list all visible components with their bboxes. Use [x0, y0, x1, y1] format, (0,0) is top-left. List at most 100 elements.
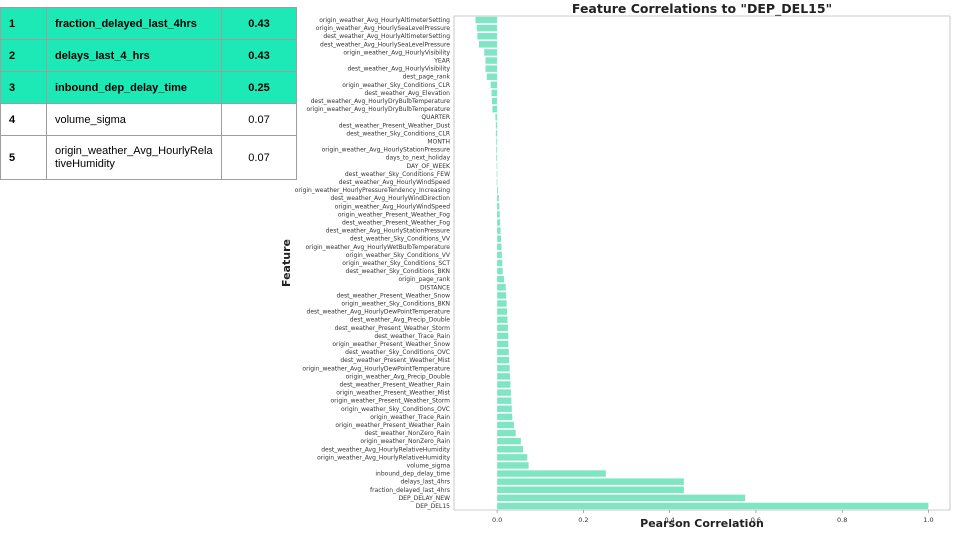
category-label: DAY_OF_WEEK: [407, 163, 452, 170]
bar-dest_weather_Present_Weather_Rain: [497, 381, 511, 388]
category-label: DEP_DEL15: [416, 503, 451, 510]
category-label: dest_weather_Present_Weather_Dust: [339, 122, 451, 129]
bar-volume_sigma: [497, 462, 529, 469]
bar-dest_weather_Avg_HourlyDryBulbTemperature: [491, 97, 498, 105]
bar-origin_weather_Present_Weather_Snow: [497, 340, 509, 348]
rank-cell: 5: [0, 135, 47, 180]
bar-DISTANCE: [497, 284, 506, 291]
bar-dest_weather_Avg_HourlyWindSpeed: [496, 178, 498, 186]
category-label: origin_weather_Present_Weather_Fog: [338, 211, 450, 218]
category-label: origin_weather_Present_Weather_Mist: [336, 390, 450, 397]
correlation-chart: Feature Correlations to "DEP_DEL15"origi…: [280, 1, 951, 530]
category-label: origin_weather_Avg_Precip_Double: [346, 373, 451, 380]
feature-cell: inbound_dep_delay_time: [46, 71, 222, 104]
bar-origin_weather_Sky_Conditions_BKN: [497, 300, 507, 307]
category-label: dest_weather_Trace_Rain: [374, 333, 450, 340]
x-tick-label: 0.8: [837, 516, 847, 524]
category-label: origin_weather_Avg_HourlyStationPressure: [322, 147, 451, 154]
bar-origin_weather_Avg_HourlyRelativeHumidity: [497, 454, 528, 461]
bar-origin_weather_Avg_HourlyWetBulbTemperature: [497, 243, 502, 251]
category-label: days_to_next_holiday: [386, 155, 451, 162]
category-label: dest_weather_Present_Weather_Snow: [336, 292, 450, 299]
bar-origin_weather_Present_Weather_Rain: [497, 421, 514, 429]
category-label: origin_weather_Present_Weather_Rain: [335, 422, 450, 429]
bar-origin_weather_HourlyPressureTendency_Increasing: [497, 186, 498, 194]
bar-dest_weather_Avg_HourlyWindDirection: [497, 194, 499, 202]
value-cell: 0.43: [221, 7, 297, 40]
feature-cell: delays_last_4_hrs: [46, 39, 222, 72]
bar-origin_weather_Avg_Precip_Double: [497, 373, 511, 380]
category-label: dest_weather_Avg_HourlyVisibility: [348, 66, 451, 73]
category-label: origin_weather_Present_Weather_Snow: [332, 341, 450, 348]
category-label: dest_weather_Avg_Precip_Double: [350, 317, 451, 324]
bar-delays_last_4hrs: [497, 478, 684, 485]
category-label: origin_weather_Avg_HourlyDewPointTempera…: [302, 365, 450, 372]
table-row: 1 fraction_delayed_last_4hrs 0.43: [0, 7, 297, 40]
category-label: inbound_dep_delay_time: [375, 471, 450, 478]
bar-dest_weather_Sky_Conditions_CLR: [495, 130, 498, 137]
category-label: origin_weather_Sky_Conditions_BKN: [341, 300, 450, 307]
bar-YEAR: [485, 57, 498, 64]
category-label: dest_weather_NonZero_Rain: [364, 430, 450, 437]
category-label: dest_weather_Avg_HourlyStationPressure: [326, 228, 451, 235]
category-label: origin_weather_Sky_Conditions_CLR: [342, 82, 450, 89]
category-label: origin_weather_Avg_HourlySeaLevelPressur…: [316, 25, 450, 32]
category-label: volume_sigma: [407, 462, 451, 469]
bar-dest_weather_Avg_HourlyRelativeHumidity: [497, 446, 524, 453]
rank-cell: 2: [0, 39, 47, 72]
bar-dest_weather_Sky_Conditions_BKN: [497, 267, 503, 275]
bar-dest_weather_Sky_Conditions_FEW: [496, 170, 498, 178]
bar-dest_weather_Present_Weather_Fog: [497, 219, 501, 226]
category-label: dest_weather_Present_Weather_Fog: [342, 220, 450, 227]
bar-dest_weather_Avg_HourlySeaLevelPressure: [479, 41, 498, 48]
category-label: origin_weather_Present_Weather_Storm: [331, 398, 451, 405]
category-label: dest_page_rank: [403, 74, 451, 81]
category-label: origin_page_rank: [399, 276, 451, 283]
category-label: dest_weather_Avg_HourlyAltimeterSetting: [323, 33, 450, 40]
category-label: dest_weather_Sky_Conditions_OVC: [345, 349, 450, 356]
category-label: delays_last_4hrs: [400, 479, 450, 486]
top-features-table: 1 fraction_delayed_last_4hrs 0.43 2 delays_l…: [0, 7, 297, 180]
category-label: dest_weather_Sky_Conditions_VV: [350, 236, 451, 243]
chart-title: Feature Correlations to "DEP_DEL15": [572, 1, 832, 17]
bar-fraction_delayed_last_4hrs: [497, 486, 684, 493]
category-label: MONTH: [427, 139, 450, 146]
bar-dest_weather_Avg_HourlyDewPointTemperature: [497, 308, 508, 315]
category-label: YEAR: [433, 58, 450, 65]
x-tick-label: 0.0: [492, 516, 502, 524]
table-row: 4 volume_sigma 0.07: [0, 103, 297, 136]
bar-dest_weather_Present_Weather_Storm: [497, 324, 508, 332]
category-label: origin_weather_Avg_HourlyRelativeHumidit…: [317, 454, 450, 461]
bar-origin_weather_Present_Weather_Fog: [497, 211, 500, 218]
bar-origin_page_rank: [497, 275, 505, 283]
bar-dest_weather_Avg_HourlyStationPressure: [497, 227, 501, 234]
category-label: dest_weather_Avg_HourlySeaLevelPressure: [320, 41, 450, 48]
category-label: fraction_delayed_last_4hrs: [370, 487, 450, 494]
bar-dest_page_rank: [486, 73, 498, 80]
bar-origin_weather_Avg_HourlyStationPressure: [496, 146, 498, 153]
bar-origin_weather_Avg_HourlyAltimeterSetting: [475, 16, 498, 24]
bar-dest_weather_Sky_Conditions_OVC: [497, 348, 509, 356]
bar-dest_weather_Sky_Conditions_VV: [497, 235, 502, 242]
bar-MONTH: [496, 138, 498, 145]
category-label: origin_weather_Sky_Conditions_SCT: [342, 260, 450, 267]
x-tick-label: 0.4: [664, 516, 674, 524]
bar-DAY_OF_WEEK: [496, 162, 498, 170]
x-tick-label: 0.2: [578, 516, 588, 524]
category-label: origin_weather_Sky_Conditions_VV: [346, 252, 451, 259]
x-axis-label: Pearson Correlation: [640, 517, 764, 530]
feature-cell: fraction_delayed_last_4hrs: [46, 7, 222, 40]
category-label: dest_weather_Avg_HourlyDryBulbTemperatur…: [311, 98, 451, 105]
category-label: dest_weather_Present_Weather_Storm: [335, 325, 451, 332]
bar-origin_weather_Sky_Conditions_VV: [497, 251, 502, 259]
category-label: origin_weather_Avg_HourlyDryBulbTemperat…: [307, 106, 451, 113]
bar-DEP_DEL15: [497, 502, 929, 510]
bar-dest_weather_Avg_HourlyVisibility: [485, 65, 498, 72]
bar-dest_weather_Trace_Rain: [497, 332, 509, 340]
category-label: origin_weather_Sky_Conditions_OVC: [341, 406, 450, 413]
category-label: dest_weather_Sky_Conditions_FEW: [345, 171, 450, 178]
bar-dest_weather_Present_Weather_Snow: [497, 292, 507, 299]
category-label: DEP_DELAY_NEW: [399, 495, 451, 502]
bar-dest_weather_Avg_Elevation: [491, 89, 498, 97]
bar-origin_weather_Avg_HourlyDewPointTemperature: [497, 365, 510, 372]
